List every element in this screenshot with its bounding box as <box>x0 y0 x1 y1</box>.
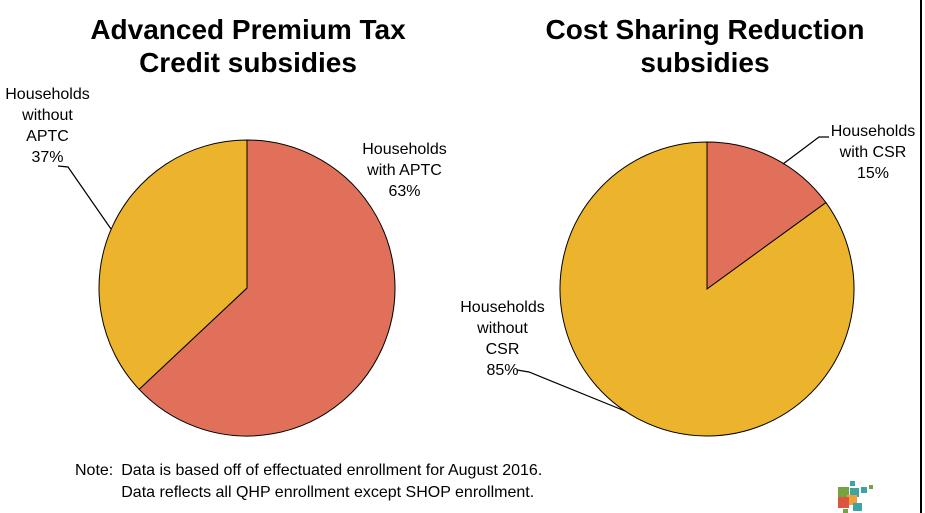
logo-square <box>861 487 867 493</box>
title-line: Advanced Premium Tax <box>90 14 406 45</box>
colored-squares-logo <box>836 478 874 513</box>
callout-line: CSR <box>485 341 520 358</box>
note-line: Data reflects all QHP enrollment except … <box>121 484 535 501</box>
logo-square <box>853 503 862 511</box>
logo-square <box>847 495 857 505</box>
left-chart-title: Advanced Premium Tax Credit subsidies <box>38 13 458 79</box>
note: Note: Data is based off of effectuated e… <box>75 460 542 504</box>
callout-with-csr: Households with CSR 15% <box>823 121 923 184</box>
pie-slice-households-with-csr <box>706 141 827 290</box>
csr-pie <box>559 141 855 437</box>
logo-square <box>838 487 849 498</box>
title-line: Credit subsidies <box>139 47 357 78</box>
callout-line: 63% <box>388 183 421 200</box>
title-line: subsidies <box>640 47 770 78</box>
note-text: Data is based off of effectuated enrollm… <box>121 460 542 504</box>
pie-slice-households-with-aptc <box>138 139 396 437</box>
callout-line: without <box>22 107 73 124</box>
pie-slice-households-without-csr <box>559 141 855 437</box>
callout-line: 37% <box>31 149 64 166</box>
callout-line: Households <box>460 299 545 316</box>
callout-line: 85% <box>486 362 519 379</box>
right-chart-title: Cost Sharing Reduction subsidies <box>495 13 915 79</box>
callout-line: 15% <box>856 165 890 182</box>
leader-line-without-aptc <box>57 165 112 230</box>
callout-line: Households <box>5 86 90 103</box>
aptc-pie <box>98 139 396 437</box>
callout-line: without <box>477 320 528 337</box>
callout-with-aptc: Households with APTC 63% <box>352 139 457 202</box>
slide-right-border <box>920 0 922 513</box>
leader-line-with-csr <box>782 136 829 165</box>
callout-line: with APTC <box>367 162 442 179</box>
callout-line: Households <box>362 141 447 158</box>
callout-line: APTC <box>26 128 69 145</box>
callout-line: with CSR <box>839 144 907 161</box>
note-label: Note: <box>75 462 114 479</box>
callout-line: Households <box>830 123 916 140</box>
callout-without-csr: Households without CSR 85% <box>450 297 555 381</box>
logo-square <box>838 497 849 508</box>
logo-square <box>869 485 873 489</box>
logo-square <box>850 488 859 497</box>
logo-square <box>843 509 848 513</box>
pie-slice-households-without-aptc <box>98 139 248 391</box>
callout-without-aptc: Households without APTC 37% <box>0 84 95 168</box>
logo-square <box>850 481 855 486</box>
title-line: Cost Sharing Reduction <box>545 14 865 45</box>
leader-line-without-csr <box>516 369 626 412</box>
note-line: Data is based off of effectuated enrollm… <box>121 462 543 479</box>
